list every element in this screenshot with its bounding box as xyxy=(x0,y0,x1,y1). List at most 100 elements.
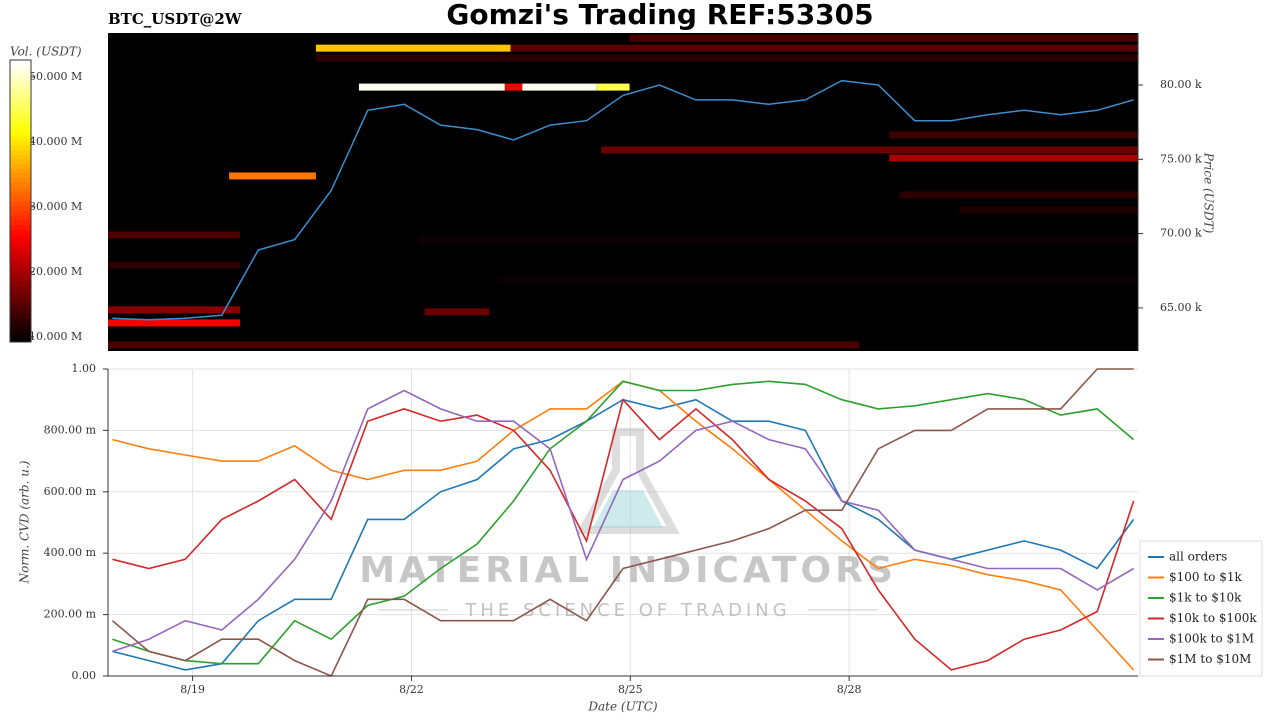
colorbar-swatch xyxy=(10,102,31,108)
colorbar-swatch xyxy=(10,313,31,319)
colorbar-swatch xyxy=(10,163,31,169)
watermark-text: THE SCIENCE OF TRADING xyxy=(464,600,790,621)
colorbar-swatch xyxy=(10,318,31,324)
x-tick-label: 8/22 xyxy=(399,683,424,696)
colorbar-tick-label: 40.000 M xyxy=(29,135,82,148)
y-tick-label: 1.00 xyxy=(72,362,97,375)
x-tick-label: 8/25 xyxy=(618,683,643,696)
series-line xyxy=(112,389,1135,653)
watermark-text: MATERIAL INDICATORS xyxy=(359,550,897,591)
colorbar-swatch xyxy=(10,168,31,174)
colorbar-swatch xyxy=(10,252,31,258)
y-axis-label: Norm. CVD (arb. u.) xyxy=(18,460,32,584)
y-tick-label: 400.00 m xyxy=(44,546,97,559)
colorbar-swatch xyxy=(10,233,31,240)
heatmap-cell xyxy=(522,83,597,91)
colorbar-swatch xyxy=(10,177,31,183)
colorbar-swatch xyxy=(10,238,31,244)
legend-label: $100k to $1M xyxy=(1169,632,1254,646)
colorbar-swatch xyxy=(10,144,31,150)
y-tick-label: 200.00 m xyxy=(44,608,97,621)
colorbar-swatch xyxy=(10,262,31,268)
colorbar-swatch xyxy=(10,295,31,301)
colorbar-swatch xyxy=(10,107,31,113)
colorbar-tick-label: 10.000 M xyxy=(29,330,82,343)
colorbar-swatch xyxy=(10,215,31,221)
x-tick-label: 8/19 xyxy=(180,683,205,696)
heatmap-cell xyxy=(510,44,1138,52)
heatmap-cell xyxy=(108,261,241,269)
x-tick-label: 8/28 xyxy=(837,683,862,696)
colorbar-swatch xyxy=(10,139,31,146)
colorbar-tick-label: 50.000 M xyxy=(29,70,82,83)
heatmap-cells xyxy=(108,34,1138,349)
colorbar-swatch xyxy=(10,276,31,282)
heatmap-cell xyxy=(629,34,1138,42)
colorbar-swatch xyxy=(10,243,31,249)
colorbar-swatch xyxy=(10,309,31,315)
colorbar-swatch xyxy=(10,88,31,94)
legend-label: $10k to $100k xyxy=(1169,611,1257,625)
heatmap-cell xyxy=(596,83,630,91)
heatmap-cell xyxy=(315,44,511,52)
chart-subtitle: BTC_USDT@2W xyxy=(108,10,243,28)
colorbar-swatch xyxy=(10,229,31,235)
heatmap-cell xyxy=(959,206,1138,214)
colorbar-swatch xyxy=(10,337,31,343)
colorbar-swatch xyxy=(10,111,31,117)
watermark-logo xyxy=(576,428,680,534)
colorbar-swatch xyxy=(10,201,31,207)
y-tick-label: 70.00 k xyxy=(1160,227,1202,240)
colorbar-swatch xyxy=(10,69,31,75)
y-tick-label: 80.00 k xyxy=(1160,78,1202,91)
heatmap-cell xyxy=(889,154,1138,162)
colorbar-swatch xyxy=(10,74,31,80)
y-tick-label: 75.00 k xyxy=(1160,152,1202,165)
heatmap-cell xyxy=(108,341,860,349)
legend-label: $1k to $10k xyxy=(1169,591,1242,605)
y-tick-label: 800.00 m xyxy=(44,423,97,436)
legend-label: all orders xyxy=(1169,550,1227,564)
colorbar-swatch xyxy=(10,125,31,131)
colorbar-swatch xyxy=(10,154,31,160)
colorbar-swatch xyxy=(10,323,31,329)
heatmap-cell xyxy=(108,319,241,327)
series-line xyxy=(112,380,1135,665)
colorbar-swatch xyxy=(10,83,31,89)
price-line xyxy=(112,79,1134,321)
series-line xyxy=(112,398,1135,671)
colorbar-swatch xyxy=(10,299,31,305)
colorbar-swatch xyxy=(10,97,31,103)
colorbar-swatch xyxy=(10,248,31,254)
y-axis-label: Price (USDT) xyxy=(1202,152,1216,234)
colorbar-swatch xyxy=(10,196,31,202)
colorbar-swatch xyxy=(10,280,31,287)
heatmap-cell xyxy=(419,236,1138,244)
colorbar-tick-label: 30.000 M xyxy=(29,200,82,213)
colorbar-swatch xyxy=(10,158,31,164)
heatmap-cell xyxy=(229,172,316,180)
colorbar-swatch xyxy=(10,257,31,263)
colorbar-swatch xyxy=(10,135,31,141)
y-tick-label: 600.00 m xyxy=(44,485,97,498)
colorbar-swatch xyxy=(10,130,31,136)
heatmap-cell xyxy=(504,83,523,91)
series-group xyxy=(111,368,1135,678)
heatmap-cell xyxy=(899,191,1138,199)
heatmap-cell xyxy=(108,231,241,239)
colorbar-swatch xyxy=(10,285,31,291)
heatmap-cell xyxy=(108,306,241,314)
colorbar-swatch xyxy=(10,290,31,296)
heatmap-cell xyxy=(424,308,490,316)
chart-title: Gomzi's Trading REF:53305 xyxy=(446,0,873,31)
legend-label: $1M to $10M xyxy=(1169,652,1251,666)
colorbar-swatch xyxy=(10,219,31,225)
colorbar-swatch xyxy=(10,182,31,188)
colorbar-swatch xyxy=(10,186,31,193)
heatmap-cell xyxy=(358,83,505,91)
colorbar-swatch xyxy=(10,172,31,178)
colorbar-swatch xyxy=(10,205,31,211)
colorbar-swatch xyxy=(10,149,31,155)
